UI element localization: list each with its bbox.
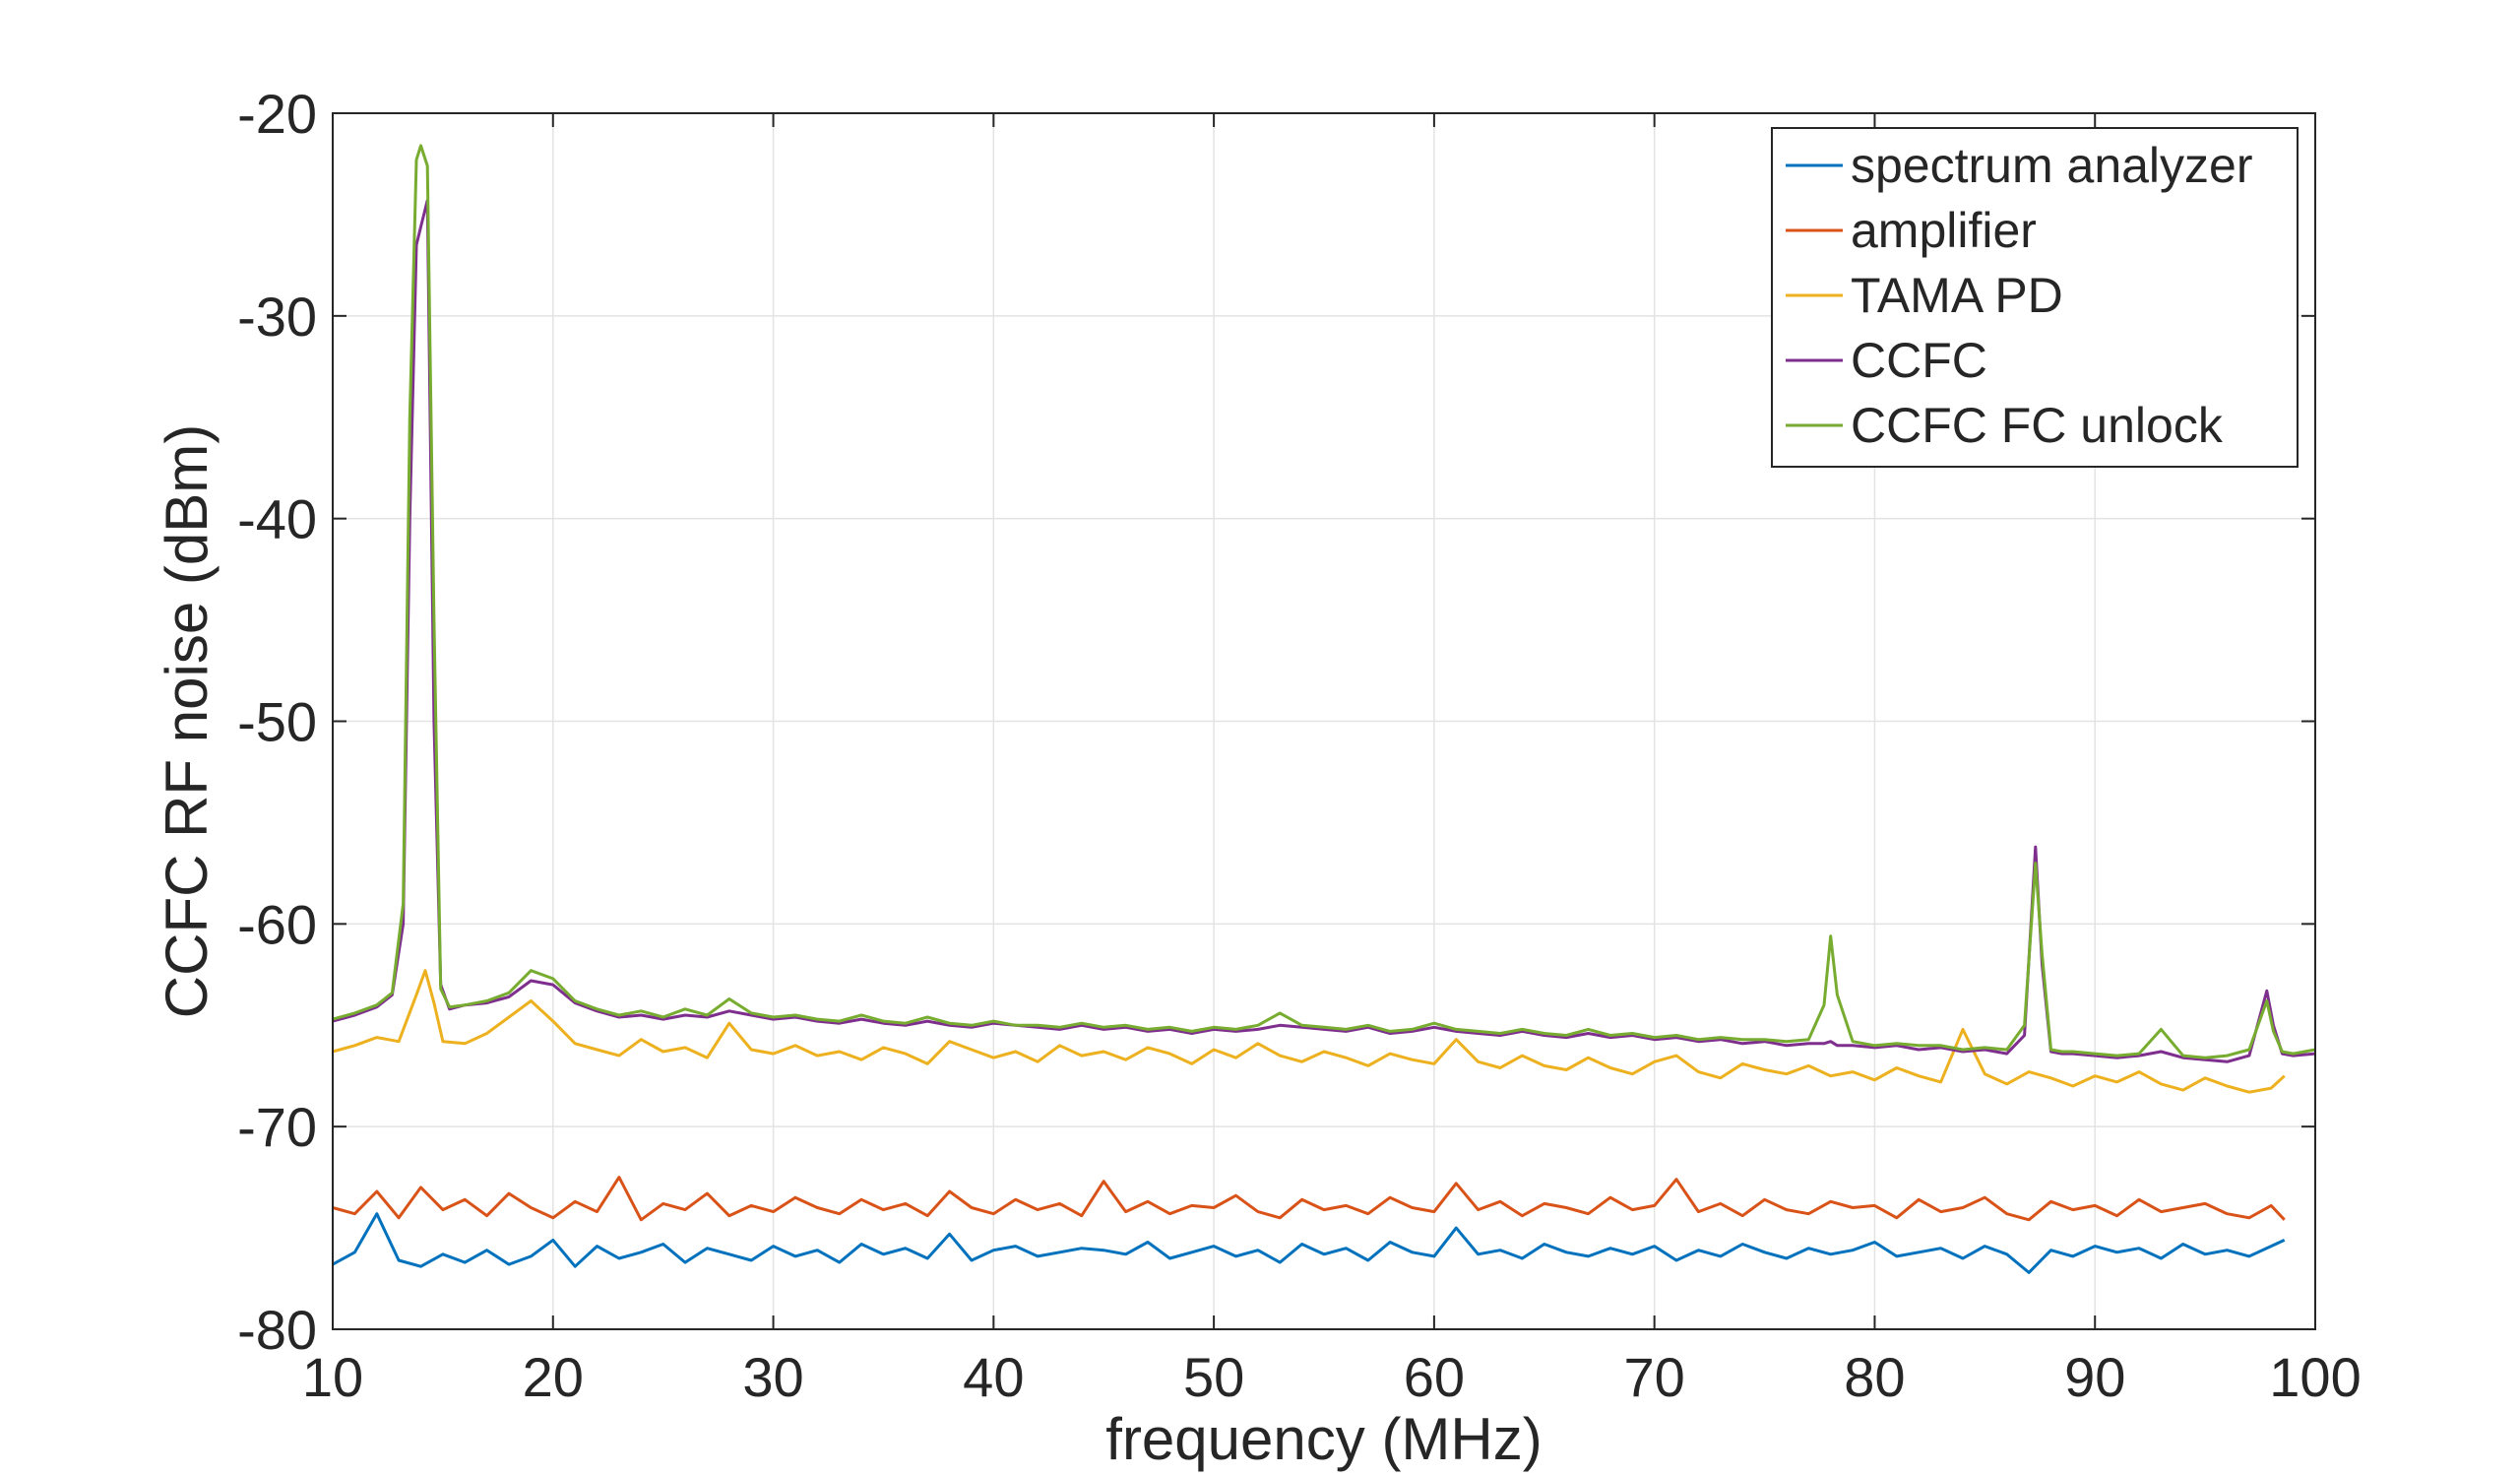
legend-label: TAMA PD — [1851, 268, 2063, 323]
x-tick-label: 20 — [523, 1346, 584, 1408]
legend-label: CCFC FC unlock — [1851, 398, 2224, 453]
x-tick-label: 60 — [1404, 1346, 1465, 1408]
x-tick-label: 40 — [963, 1346, 1024, 1408]
y-tick-label: -80 — [237, 1299, 317, 1361]
legend-label: CCFC — [1851, 333, 1987, 388]
x-tick-label: 90 — [2064, 1346, 2125, 1408]
x-tick-label: 100 — [2269, 1346, 2361, 1408]
y-tick-label: -50 — [237, 691, 317, 753]
tick-labels: 10 20 30 40 50 60 70 80 90 100 -20 -30 -40 -50 -60 -70 -… — [237, 83, 2362, 1408]
x-tick-label: 50 — [1183, 1346, 1244, 1408]
x-axis-label: frequency (MHz) — [1105, 1406, 1542, 1472]
legend-label: spectrum analyzer — [1851, 138, 2253, 193]
ticks — [332, 112, 2316, 1330]
y-axis-label: CCFC RF noise (dBm) — [154, 424, 220, 1018]
series-line-2 — [332, 969, 2286, 1094]
x-tick-label: 70 — [1624, 1346, 1685, 1408]
y-tick-label: -20 — [237, 83, 317, 145]
y-tick-label: -60 — [237, 893, 317, 955]
y-tick-label: -30 — [237, 286, 317, 348]
x-tick-label: 30 — [742, 1346, 803, 1408]
legend-label: amplifier — [1851, 203, 2037, 258]
y-tick-label: -70 — [237, 1096, 317, 1158]
x-tick-label: 80 — [1844, 1346, 1905, 1408]
x-tick-label: 10 — [302, 1346, 363, 1408]
legend-box — [1771, 127, 2299, 468]
y-tick-label: -40 — [237, 488, 317, 550]
legend: spectrum analyzer amplifier TAMA PD CCFC CCF… — [1771, 127, 2299, 468]
series-line-1 — [332, 1176, 2286, 1222]
series-line-0 — [332, 1212, 2286, 1274]
series-line-4 — [332, 144, 2316, 1059]
series-lines — [332, 144, 2316, 1274]
